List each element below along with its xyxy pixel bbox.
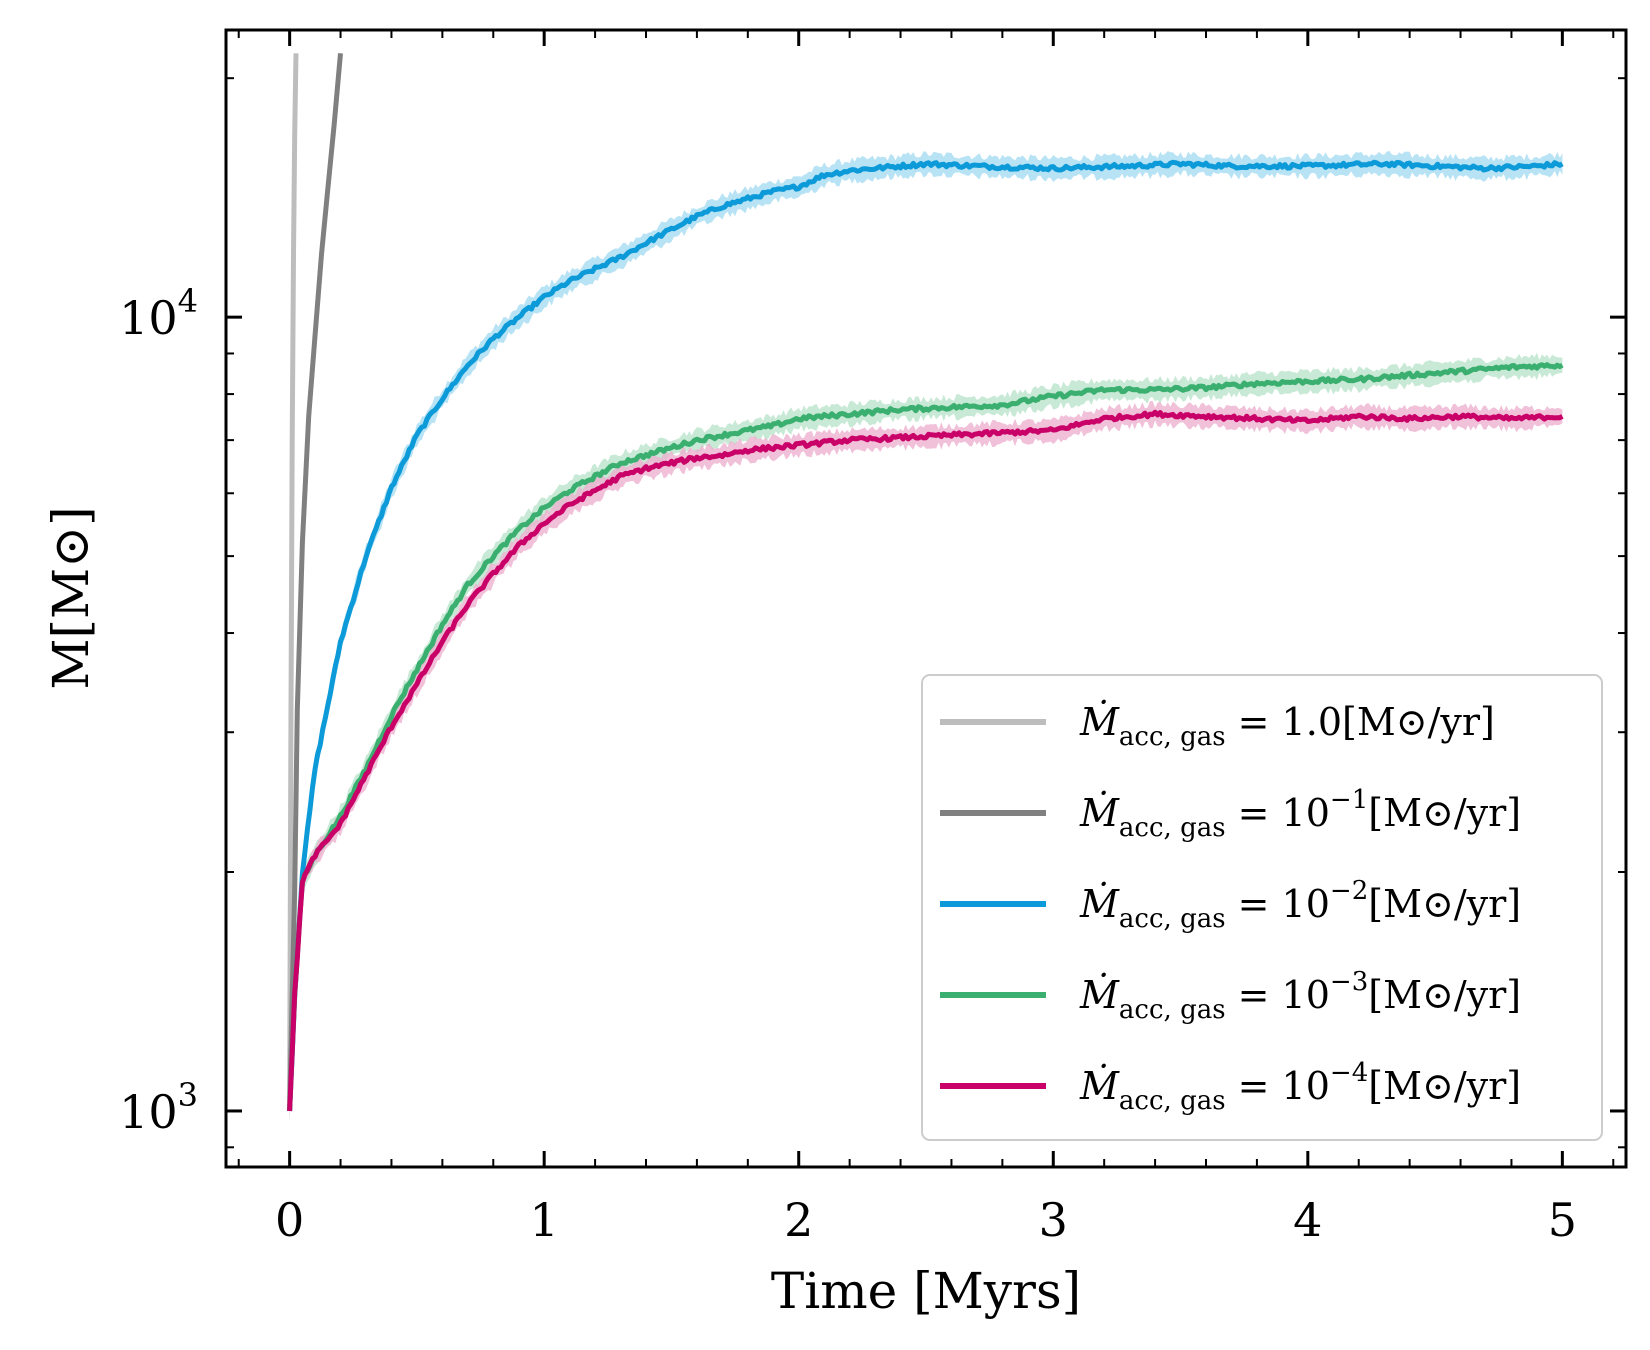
plot-frame (224, 28, 1628, 1169)
tick-labels: 0 1 2 3 4 5 103 104 (119, 282, 1577, 1247)
legend-label: Ṁacc, gas = 10−4[M⊙/yr] (1079, 1058, 1521, 1116)
axis-ticks (226, 30, 1626, 1167)
x-tick-label: 5 (1548, 1193, 1577, 1247)
legend-label: Ṁacc, gas = 10−3[M⊙/yr] (1079, 967, 1521, 1025)
series-lines (287, 53, 1564, 1112)
line-series-2 (287, 159, 1564, 1112)
x-tick-label: 1 (530, 1193, 559, 1247)
y-axis-label: M[M⊙] (42, 506, 100, 689)
y-tick-label: 104 (119, 282, 198, 345)
legend-entry: Ṁacc, gas = 1.0[M⊙/yr] (940, 700, 1495, 752)
x-tick-label: 4 (1293, 1193, 1322, 1247)
x-tick-label: 0 (275, 1193, 304, 1247)
legend-label: Ṁacc, gas = 10−2[M⊙/yr] (1079, 876, 1521, 934)
legend-box (921, 674, 1603, 1141)
legend-entry: Ṁacc, gas = 10−2[M⊙/yr] (940, 876, 1521, 934)
legend-entry: Ṁacc, gas = 10−1[M⊙/yr] (940, 785, 1521, 843)
x-axis-label: Time [Myrs] (771, 1262, 1081, 1320)
legend-label: Ṁacc, gas = 1.0[M⊙/yr] (1079, 700, 1495, 752)
line-series-4 (287, 409, 1564, 1112)
y-tick-label: 103 (119, 1076, 198, 1139)
line-series-0 (287, 53, 299, 1112)
x-tick-label: 3 (1039, 1193, 1068, 1247)
x-tick-label: 2 (784, 1193, 813, 1247)
legend-entry: Ṁacc, gas = 10−4[M⊙/yr] (940, 1058, 1521, 1116)
line-series-3 (287, 362, 1564, 1112)
legend-label: Ṁacc, gas = 10−1[M⊙/yr] (1079, 785, 1521, 843)
line-series-1 (287, 53, 343, 1112)
legend: Ṁacc, gas = 1.0[M⊙/yr] Ṁacc, gas = 10−1[M… (921, 674, 1603, 1141)
legend-entry: Ṁacc, gas = 10−3[M⊙/yr] (940, 967, 1521, 1025)
